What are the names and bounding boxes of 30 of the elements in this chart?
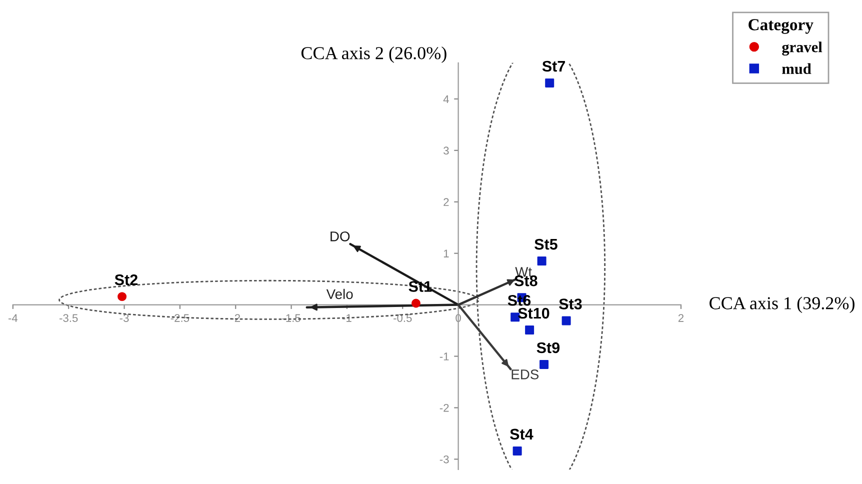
- y-tick-label: -1: [440, 352, 449, 360]
- series-label: DO: [330, 231, 350, 242]
- x-tick-label: -3.5: [60, 314, 78, 322]
- y-tick-label: 1: [444, 250, 449, 258]
- annotation: St9: [536, 342, 560, 354]
- x-tick-label: -4: [8, 314, 18, 322]
- series-label: Wt: [515, 267, 532, 277]
- annotation: St2: [114, 274, 138, 286]
- series-label: EDS: [512, 369, 539, 380]
- annotation: St10: [518, 308, 550, 319]
- legend-label: mud: [782, 63, 812, 74]
- annotation: St8: [514, 275, 538, 286]
- y-tick-label: 4: [443, 95, 449, 103]
- y-tick-label: -3: [440, 455, 449, 464]
- y-tick-label: -2: [440, 404, 449, 412]
- annotation: St6: [508, 294, 531, 306]
- annotation: St3: [559, 298, 582, 310]
- legend-title: Category: [748, 19, 814, 34]
- y-tick-label: 3: [444, 146, 449, 155]
- annotation: St5: [534, 238, 558, 250]
- legend-label: gravel: [782, 42, 822, 56]
- annotation: St7: [542, 60, 565, 72]
- annotation: St4: [510, 428, 534, 440]
- x-tick-label: -1: [342, 314, 352, 322]
- x-axis-title: CCA axis 1 (39.2%): [710, 296, 854, 313]
- x-tick-label: -3: [120, 314, 129, 322]
- y-tick-label: 2: [444, 198, 449, 206]
- y-axis-title: CCA axis 2 (26.0%): [301, 46, 446, 63]
- x-tick-label: 2: [678, 314, 684, 322]
- series-label: Velo: [326, 288, 353, 300]
